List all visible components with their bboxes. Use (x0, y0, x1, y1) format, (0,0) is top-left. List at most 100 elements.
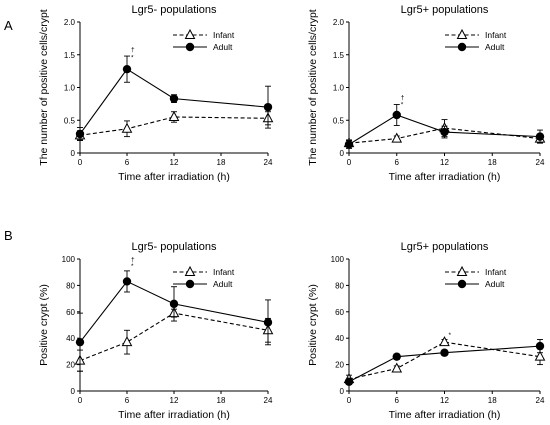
legend-marker-infant (184, 28, 196, 39)
x-tick-label: 0 (347, 396, 352, 405)
chart-title: Lgr5- populations (131, 241, 217, 253)
y-tick-label: 20 (66, 361, 75, 370)
y-tick-label: 0 (340, 387, 345, 396)
significance-mark: † (131, 257, 135, 264)
x-tick-label: 0 (78, 158, 83, 167)
legend-label-infant: Infant (213, 30, 235, 40)
legend-marker-adult (185, 279, 195, 289)
point-infant (168, 110, 180, 121)
x-tick-label: 12 (170, 158, 179, 167)
chart-4: Lgr5+ populations 0 20 40 60 80 100 0 6 12 18 24 Tim… (307, 241, 546, 421)
legend-label-adult: Adult (213, 279, 233, 289)
point-adult (263, 102, 273, 112)
series-line-infant (79, 116, 269, 136)
x-tick-label: 0 (347, 158, 352, 167)
point-adult (440, 348, 449, 357)
point-adult (392, 110, 401, 120)
x-tick-label: 6 (125, 396, 130, 405)
point-adult (392, 352, 401, 361)
chart-title: Lgr5- populations (131, 4, 217, 16)
point-infant (439, 336, 450, 347)
point-adult (75, 129, 85, 139)
y-tick-label: 0.5 (64, 116, 76, 125)
x-tick-label: 18 (217, 396, 226, 405)
legend-marker-infant (456, 28, 468, 39)
y-tick-label: 100 (331, 255, 345, 264)
x-tick-label: 24 (264, 158, 273, 167)
series-line-adult (348, 114, 541, 145)
series-line-adult (79, 280, 269, 343)
panel-letter-a: A (4, 18, 13, 33)
x-tick-label: 6 (125, 158, 130, 167)
legend-label-adult: Adult (485, 42, 505, 52)
point-infant (121, 336, 133, 347)
series-line-adult (348, 345, 541, 383)
chart-3: Lgr5- populations 0 20 40 60 80 100 0 6 12 18 24 Tim… (38, 241, 274, 421)
point-adult (344, 140, 354, 149)
legend-label-infant: Infant (485, 267, 507, 277)
significance-mark: * (401, 101, 404, 108)
y-tick-label: 1.5 (333, 51, 345, 60)
y-tick-label: 0.5 (333, 116, 345, 125)
y-axis-label: The number of positive cells/crypt (307, 9, 319, 165)
significance-mark: † (131, 46, 135, 53)
legend-label-adult: Adult (213, 42, 233, 52)
legend-marker-adult (457, 42, 467, 52)
point-infant (391, 132, 403, 143)
x-tick-label: 6 (395, 396, 400, 405)
significance-mark: * (449, 332, 452, 339)
series-line-infant (79, 312, 269, 362)
point-adult (169, 94, 179, 103)
point-adult (75, 337, 85, 347)
y-tick-label: 60 (335, 308, 344, 317)
point-adult (263, 318, 273, 327)
x-axis-label: Time after irradiation (h) (118, 409, 230, 421)
x-tick-label: 24 (536, 396, 545, 405)
y-tick-label: 2.0 (64, 18, 76, 27)
y-tick-label: 80 (335, 281, 344, 290)
y-tick-label: 2.0 (333, 18, 345, 27)
chart-1: Lgr5- populations 0 0.5 1.0 1.5 2.0 0 6 12 18 24 Ti… (38, 4, 274, 183)
y-tick-label: 20 (335, 361, 344, 370)
point-adult (122, 64, 132, 74)
series-line-adult (79, 68, 269, 135)
x-tick-label: 18 (217, 158, 226, 167)
legend: Infant Adult (445, 28, 507, 52)
legend-marker-adult (457, 279, 467, 289)
legend-label-adult: Adult (485, 279, 505, 289)
y-tick-label: 40 (66, 334, 75, 343)
x-tick-label: 18 (488, 158, 497, 167)
x-tick-label: 12 (170, 396, 179, 405)
point-infant (391, 362, 403, 373)
y-tick-label: 1.0 (64, 84, 76, 93)
chart-title: Lgr5+ populations (401, 4, 489, 16)
panel-letter-b: B (4, 228, 13, 243)
y-tick-label: 40 (335, 334, 344, 343)
y-tick-label: 1.0 (333, 84, 345, 93)
charts: Lgr5- populations 0 0.5 1.0 1.5 2.0 0 6 12 18 24 Ti… (38, 4, 546, 421)
y-tick-label: 60 (66, 308, 75, 317)
x-axis-label: Time after irradiation (h) (118, 171, 230, 183)
x-tick-label: 12 (440, 396, 449, 405)
significance-mark: * (131, 54, 134, 61)
point-adult (169, 299, 179, 309)
point-adult (535, 341, 545, 351)
y-tick-label: 0 (71, 387, 76, 396)
point-infant (534, 350, 546, 361)
point-infant (121, 122, 133, 133)
legend-marker-infant (456, 265, 468, 276)
x-tick-label: 24 (264, 396, 273, 405)
point-adult (535, 132, 545, 141)
x-tick-label: 18 (488, 396, 497, 405)
chart-title: Lgr5+ populations (401, 241, 489, 253)
x-tick-label: 12 (440, 158, 449, 167)
point-adult (344, 377, 354, 386)
legend-label-infant: Infant (485, 30, 507, 40)
y-axis-label: The number of positive cells/crypt (38, 9, 50, 165)
y-axis-label: Positive crypt (%) (38, 284, 50, 366)
x-axis-label: Time after irradiation (h) (389, 409, 501, 421)
y-tick-label: 0 (340, 149, 345, 158)
legend-marker-infant (184, 265, 196, 276)
x-tick-label: 6 (395, 158, 400, 167)
